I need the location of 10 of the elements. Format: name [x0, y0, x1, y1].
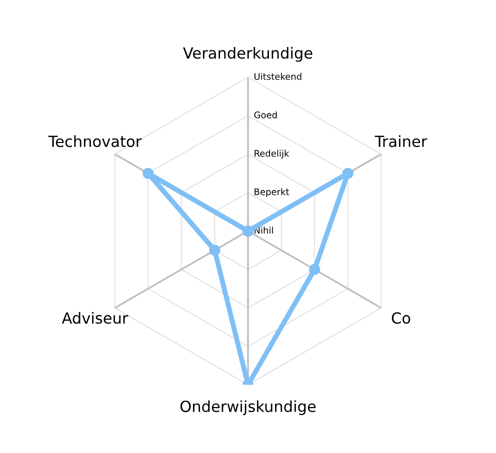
- y-tick-label: Goed: [254, 111, 277, 118]
- y-tick-label: Redelijk: [254, 150, 290, 159]
- y-tick-label: Uitstekend: [254, 72, 302, 80]
- spoke-label: Trainer: [374, 135, 428, 148]
- spoke-label: Adviseur: [62, 312, 128, 324]
- y-tick-label: Beperkt: [254, 188, 290, 197]
- spoke-label: Co: [392, 312, 410, 324]
- spoke-label: Onderwijskundige: [180, 400, 316, 416]
- spoke-label: Veranderkundige: [183, 46, 312, 62]
- spoke-label: Technovator: [48, 135, 142, 148]
